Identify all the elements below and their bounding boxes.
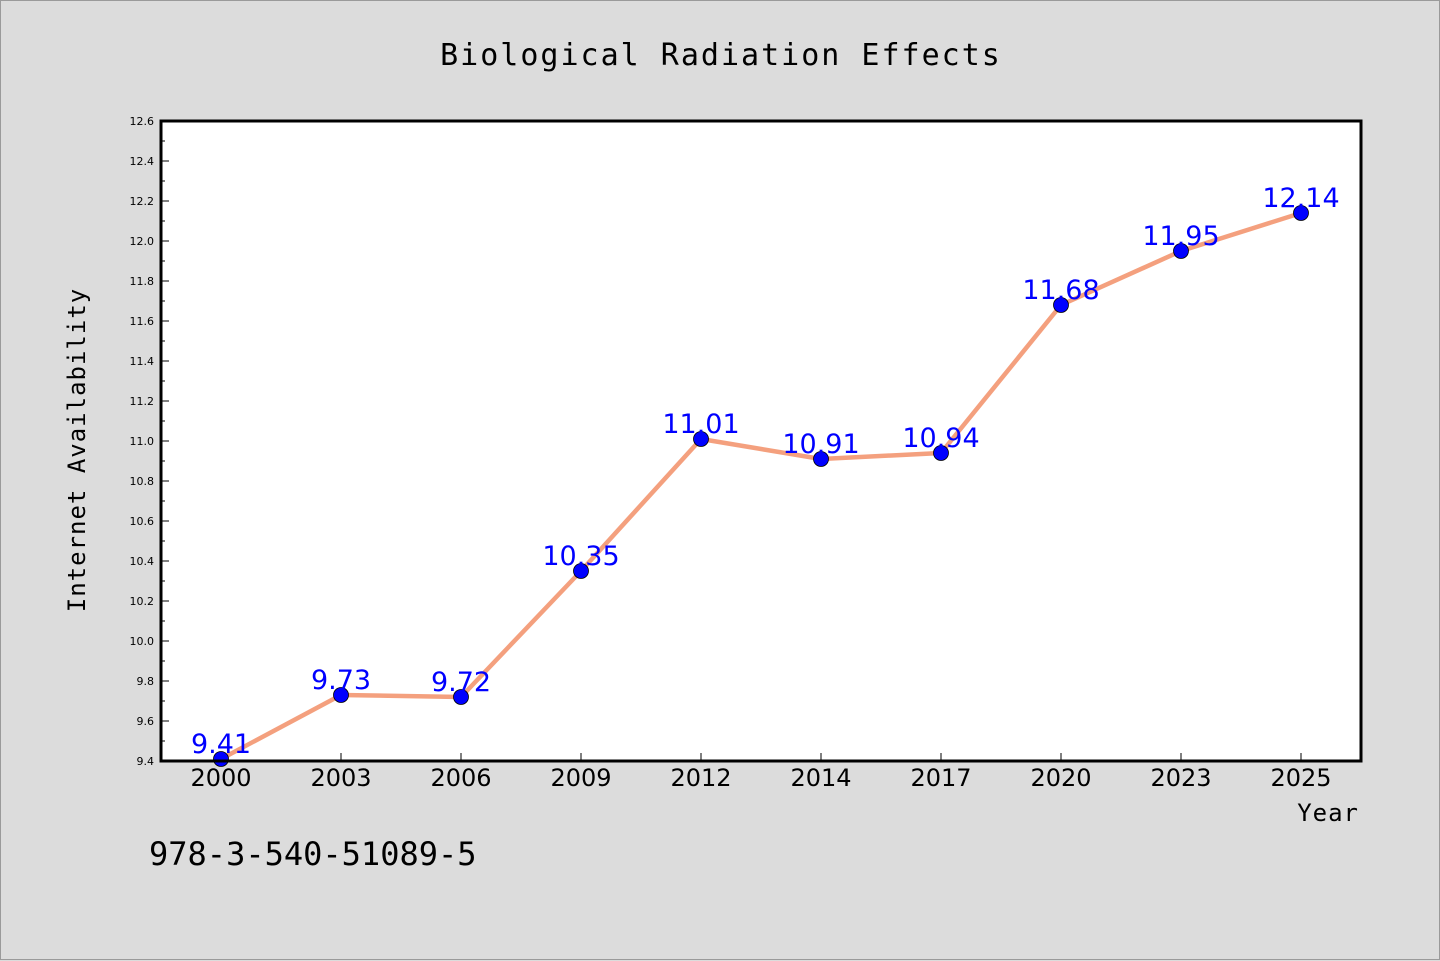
data-label: 11.01 <box>662 409 739 440</box>
data-point <box>1173 243 1189 259</box>
x-tick-label: 2017 <box>910 764 971 792</box>
y-tick-label: 9.6 <box>137 715 155 728</box>
y-tick-label: 12.2 <box>130 195 155 208</box>
x-tick-label: 2014 <box>790 764 851 792</box>
data-label: 10.35 <box>542 541 619 572</box>
data-point <box>1053 297 1069 313</box>
y-tick-label: 9.4 <box>137 755 155 768</box>
x-tick-label: 2012 <box>670 764 731 792</box>
y-tick-label: 11.8 <box>130 275 155 288</box>
x-tick-label: 2003 <box>310 764 371 792</box>
data-label: 10.94 <box>902 423 979 454</box>
data-label: 9.41 <box>191 729 251 760</box>
y-tick-label: 12.0 <box>130 235 155 248</box>
data-point <box>813 451 829 467</box>
data-labels-layer: 9.41 9.73 9.72 10.35 11.01 10.91 10.94 11.68 11.… <box>191 183 1340 760</box>
y-tick-label: 12.6 <box>130 115 155 128</box>
y-tick-label: 10.6 <box>130 515 155 528</box>
x-tick-label: 2020 <box>1030 764 1091 792</box>
data-point <box>333 687 349 703</box>
x-tick-label: 2006 <box>430 764 491 792</box>
x-tick-label: 2000 <box>190 764 251 792</box>
data-point <box>693 431 709 447</box>
y-tick-label: 9.8 <box>137 675 155 688</box>
y-tick-label: 10.8 <box>130 475 155 488</box>
data-point <box>213 751 229 767</box>
data-label: 12.14 <box>1262 183 1339 214</box>
y-tick-label: 12.4 <box>130 155 155 168</box>
data-label: 10.91 <box>782 429 859 460</box>
data-label: 11.95 <box>1142 221 1219 252</box>
y-axis-label: Internet Availability <box>63 288 91 612</box>
x-axis-label: Year <box>1297 799 1359 827</box>
chart-title: Biological Radiation Effects <box>440 38 1002 73</box>
series-layer <box>213 205 1309 767</box>
y-tick-label: 11.0 <box>130 435 155 448</box>
y-tick-label: 10.2 <box>130 595 155 608</box>
data-label: 9.72 <box>431 667 491 698</box>
footer-text: 978-3-540-51089-5 <box>149 835 477 873</box>
x-tick-label: 2023 <box>1150 764 1211 792</box>
y-tick-label: 10.0 <box>130 635 155 648</box>
data-point <box>573 563 589 579</box>
y-tick-label: 11.2 <box>130 395 155 408</box>
plot-border <box>159 119 1363 763</box>
data-label: 9.73 <box>311 665 371 696</box>
y-tick-label: 10.4 <box>130 555 155 568</box>
x-tick-label: 2009 <box>550 764 611 792</box>
y-axis-ticks: 9.4 9.6 9.8 10.0 10.2 10.4 10.6 10.8 11.0 11.2 11.… <box>130 115 169 768</box>
data-point <box>453 689 469 705</box>
series-line <box>218 210 1304 762</box>
x-axis-ticks: 2000 2003 2006 2009 2012 2014 2017 2020 2023 2025 <box>190 753 1332 792</box>
plot-area <box>161 121 1361 761</box>
x-tick-label: 2025 <box>1270 764 1331 792</box>
y-tick-label: 11.4 <box>130 355 155 368</box>
data-point <box>933 445 949 461</box>
data-point <box>1293 205 1309 221</box>
data-label: 11.68 <box>1022 275 1099 306</box>
y-tick-label: 11.6 <box>130 315 155 328</box>
